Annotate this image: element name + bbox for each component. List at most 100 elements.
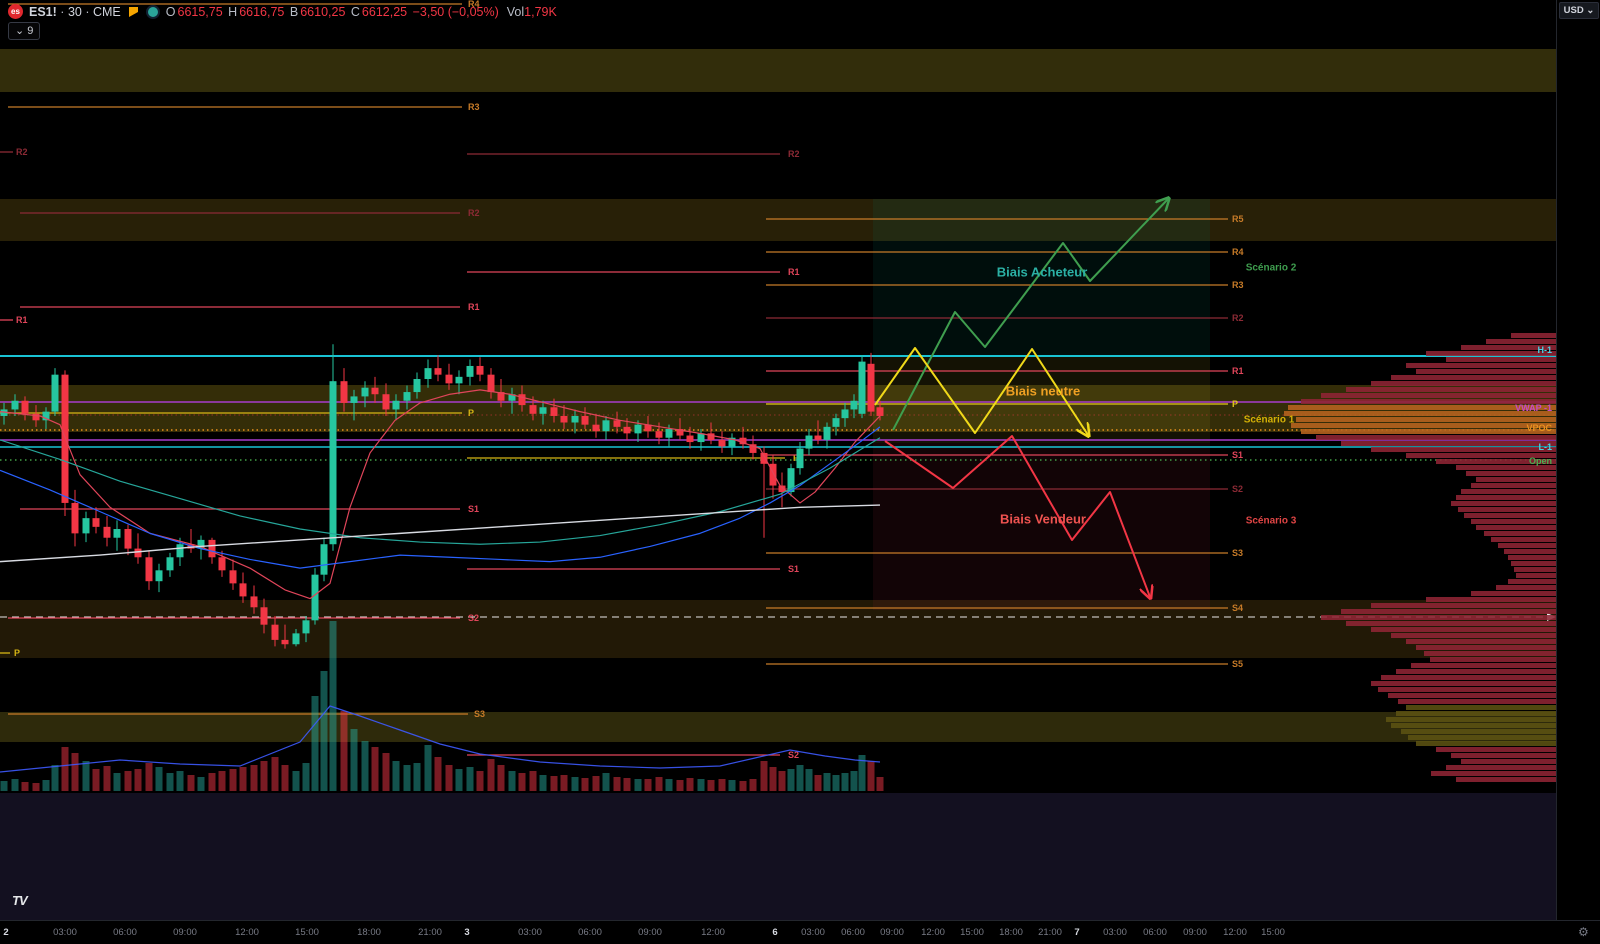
volume-bar [124,771,132,791]
volume-bar [42,780,50,791]
annotation-biais-acheteur: Biais Acheteur [996,264,1088,280]
candle-body [32,413,40,421]
time-tick: 12:00 [1223,927,1247,938]
volume-bar [796,765,804,791]
candle-body [103,526,111,538]
candle-body [814,435,822,440]
scenario-path [884,435,1150,597]
volume-profile-bar [1461,759,1556,764]
candle-body [134,548,142,558]
time-tick: 21:00 [1038,927,1062,938]
symbol-legend[interactable]: es ES1! · 30 · CME O 6615,75 H 6616,75 B 66… [8,4,557,19]
volume-bar [539,775,547,791]
candle-body [634,424,642,434]
volume-profile-bar [1321,615,1556,620]
chart-canvas[interactable]: R2 R1 P R4 R3 R2 R1 P S1 S2 S3 R2 R1 P S1 S2 R5 R4 R3 R2 R1 P… [0,0,1556,944]
volume-profile-bar [1424,651,1556,656]
volume-bar [778,771,786,791]
volume-profile-bar [1341,609,1556,614]
candle-body [92,518,100,527]
volume-profile-bar [1431,771,1556,776]
time-tick: 03:00 [1103,927,1127,938]
ma-mid-blue [0,426,881,569]
volume-bar [361,741,369,791]
symbol-logo-icon: es [8,4,23,19]
candle-body [778,485,786,493]
candle-body [176,544,184,558]
tradingview-logo-icon[interactable]: TV [12,893,28,908]
pivot-label-S2: S2 [1232,484,1243,494]
gear-icon[interactable]: ⚙ [1578,925,1589,939]
time-tick: 06:00 [113,927,137,938]
volume-profile-bar [1456,495,1556,500]
volume-bar [787,769,795,791]
ohlc-values: O 6615,75 H 6616,75 B 6610,25 C 6612,25 −3,5… [165,4,499,19]
volume-profile-bar [1498,543,1556,548]
volume-profile-bar [1426,597,1556,602]
candle-body [361,387,369,397]
object-tree-toggle[interactable]: ⌄ 9 [8,22,41,40]
volume-profile-bar [1406,453,1556,458]
volume-profile-bar [1436,459,1556,464]
time-tick: 7 [1074,927,1080,938]
volume-bar [51,765,59,791]
candle-body [260,607,268,625]
scenario-box [873,199,1210,356]
candle-body [602,420,610,432]
ma-slow-teal [0,437,881,545]
time-tick: 06:00 [1143,927,1167,938]
candle-body [124,529,132,549]
volume-bar [613,777,621,791]
edge-label-VPOC: VPOC [1526,423,1552,433]
candle-body [665,429,673,438]
volume-bar [823,773,831,791]
candle-body [858,361,866,414]
price-axis[interactable]: 6 790,006 780,006 770,006 760,006 750,00… [1556,0,1600,944]
volume-profile-bar [1406,363,1556,368]
volume-bar [71,753,79,791]
candle-body [155,570,163,582]
volume-bar [92,769,100,791]
volume-profile-bar [1284,411,1556,416]
volume-profile-bar [1401,729,1556,734]
flag-icon[interactable] [128,6,138,17]
volume-bar [82,761,90,791]
volume-profile-bar [1461,489,1556,494]
pivot-label-R1: R1 [1232,366,1244,376]
candle-body [281,639,289,645]
volume-bar [424,745,432,791]
time-axis[interactable]: 2 03:00 06:00 09:00 12:00 15:00 18:00 21:00 3 03:… [0,920,1600,944]
time-tick: 18:00 [357,927,381,938]
candle-body [292,633,300,645]
pivot-label-R1: R1 [468,302,480,312]
volume-bar [145,763,153,791]
candle-body [302,620,310,634]
time-tick: 09:00 [880,927,904,938]
volume-bar [497,765,505,791]
pivot-label-S1: S1 [468,504,479,514]
volume-profile-bar [1288,405,1556,410]
volume-bar [197,777,205,791]
currency-selector[interactable]: USD ⌄ [1559,2,1599,19]
highlight-zone [0,712,1556,742]
candle-body [208,539,216,558]
volume-profile-bar [1471,483,1556,488]
volume-profile-bar [1476,477,1556,482]
candle-body [145,557,153,582]
pivot-label-P: P [1232,399,1238,409]
volume-bar [187,775,195,791]
candle-body [271,624,279,640]
ema-fast-red [0,389,881,600]
rsi-pane[interactable] [0,793,1556,920]
series-status-icon[interactable] [145,4,160,19]
volume-bar [760,761,768,791]
volume-bar [476,771,484,791]
volume-profile-bar [1391,375,1556,380]
candle-body [769,463,777,486]
volume-profile-bar [1416,645,1556,650]
volume-profile-bar [1496,585,1556,590]
annotation-scénario-1: Scénario 1 [1243,414,1295,426]
pivot-label-R1: R1 [788,267,800,277]
volume-bar [550,776,558,791]
candle-body [707,433,715,440]
